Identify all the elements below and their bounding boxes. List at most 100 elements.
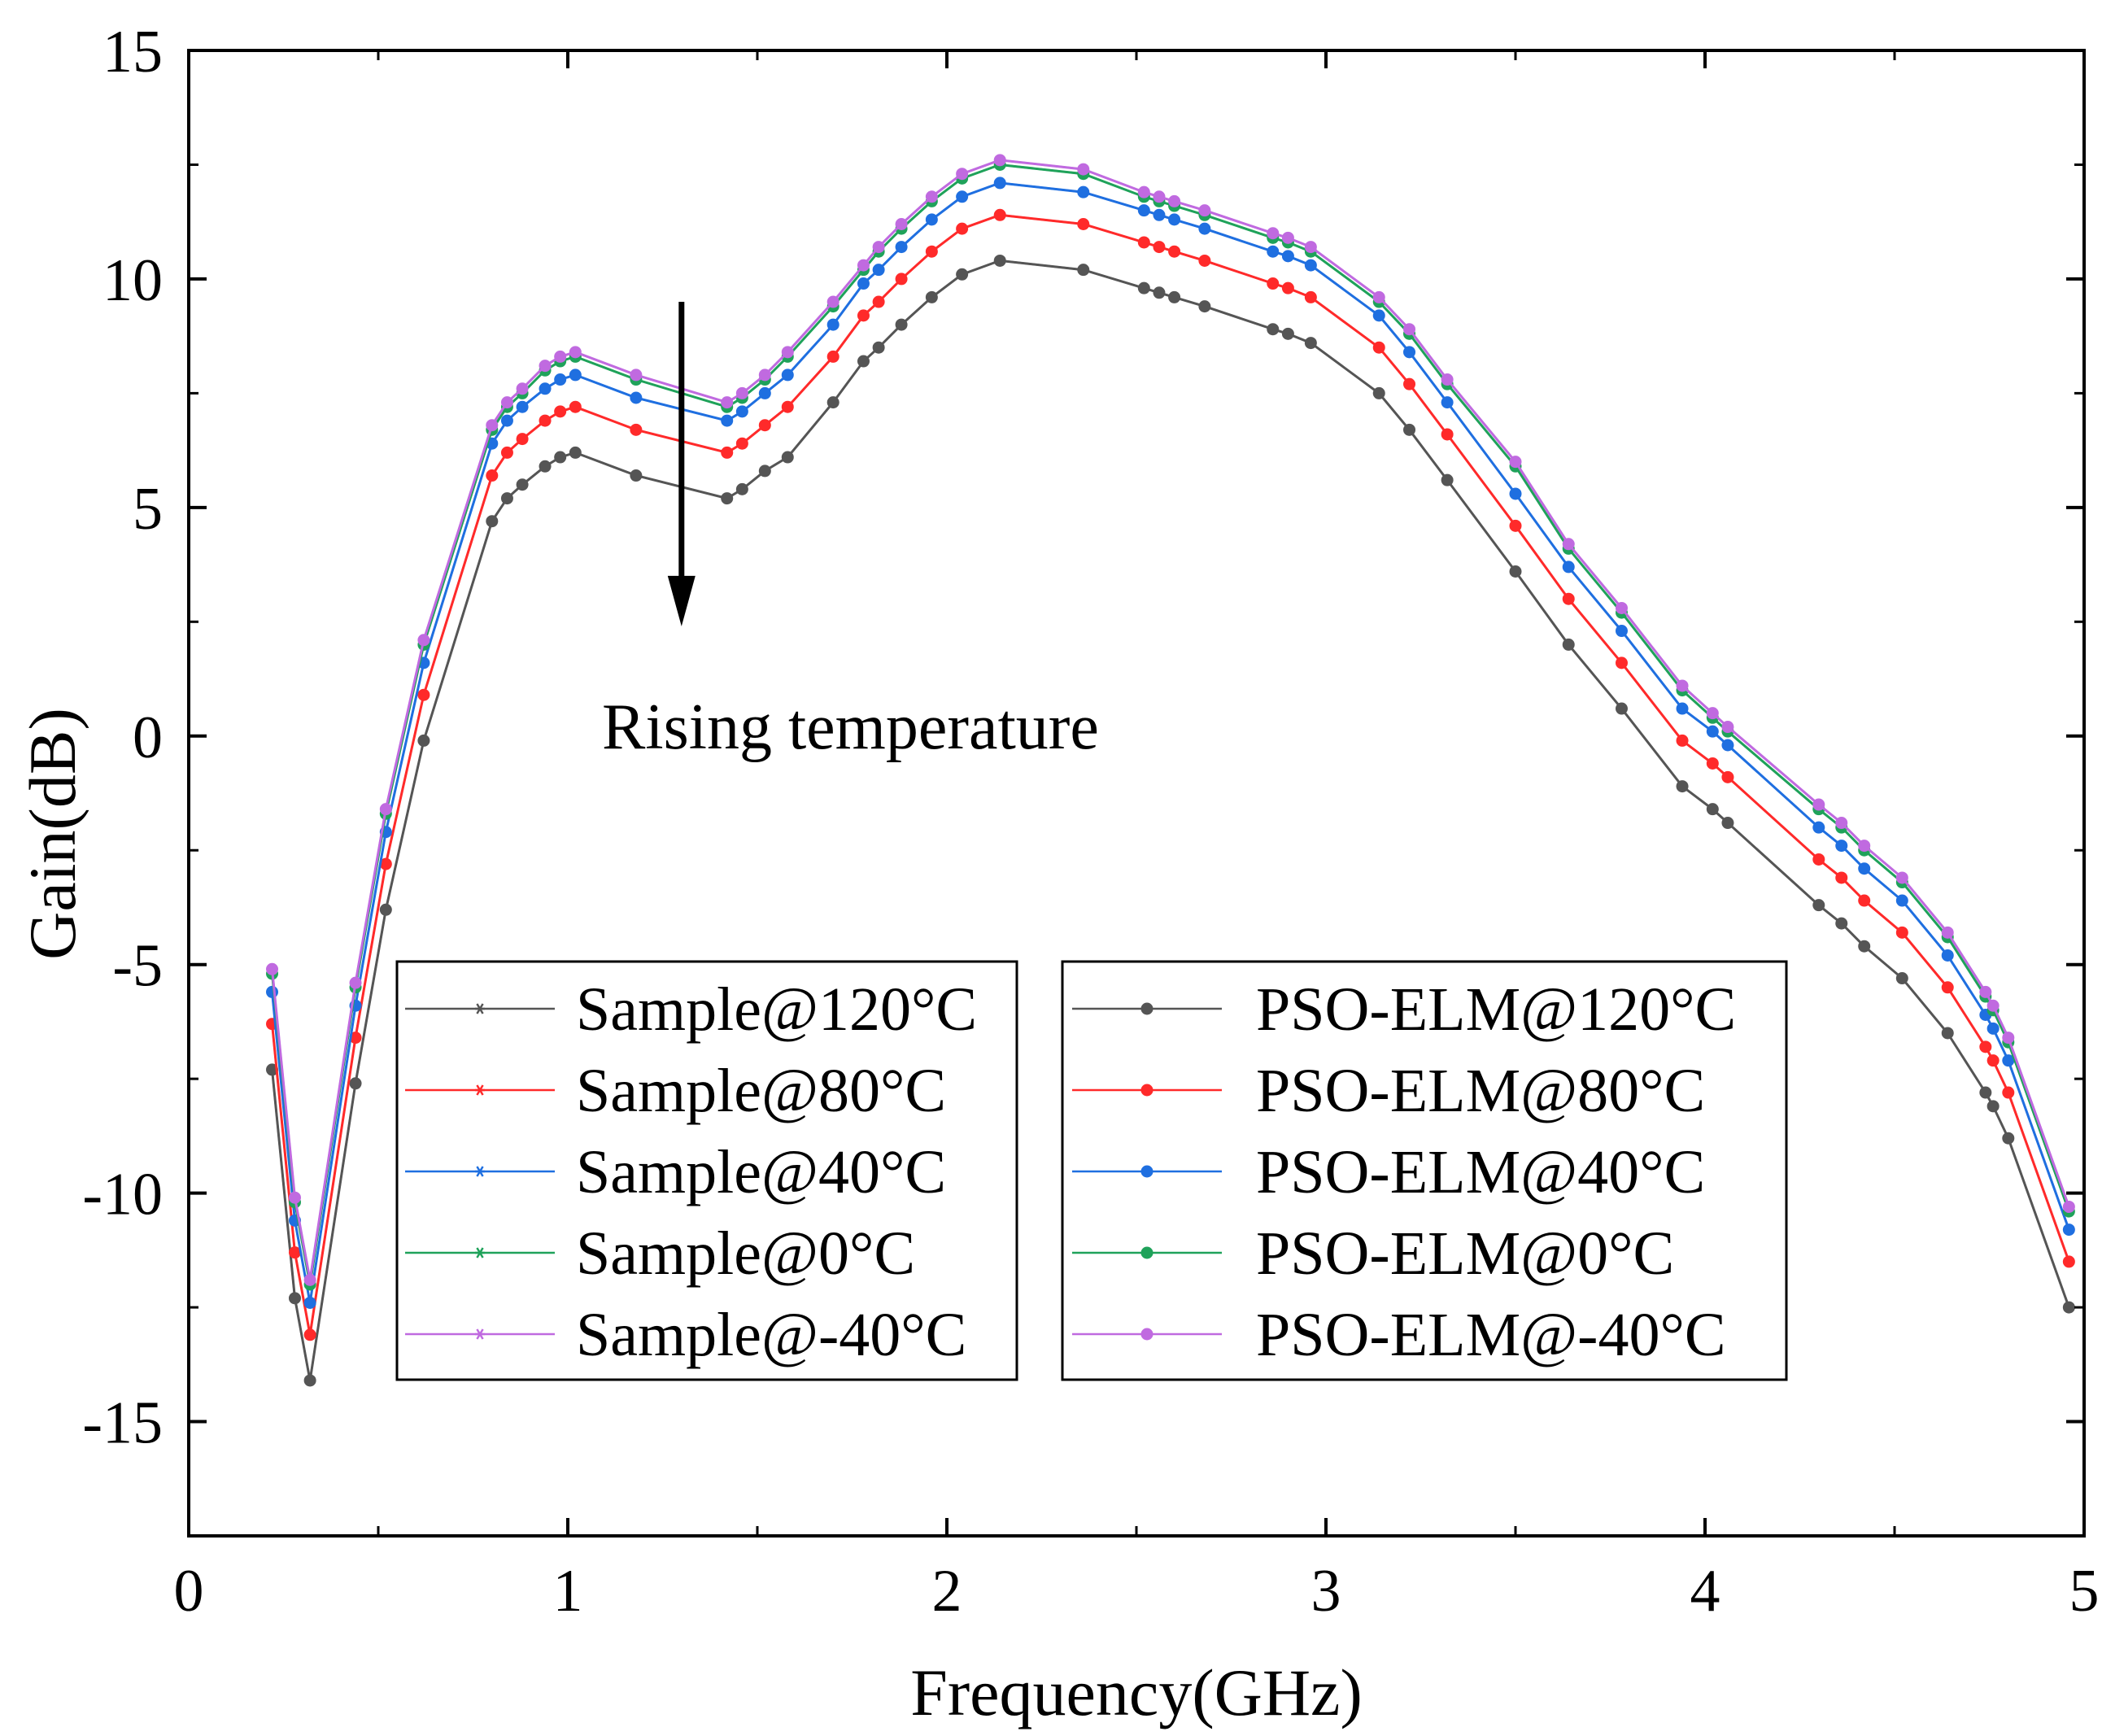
data-point [417,634,430,647]
data-point [1137,236,1150,249]
data-point [1835,817,1848,830]
data-point [2002,1032,2015,1045]
data-point [1941,949,1954,962]
data-point [2002,1054,2015,1067]
data-point [486,419,499,432]
legend-entry: PSO-ELM@80°C [1072,1057,1705,1125]
data-point [349,1077,362,1090]
data-point [1281,327,1294,340]
data-point [1267,323,1280,336]
data-point [781,369,794,382]
data-point [266,962,279,975]
data-point [1403,423,1416,436]
data-point [1562,560,1575,574]
data-point [349,976,362,989]
data-point [1706,707,1719,720]
data-point [1986,1054,2000,1067]
legend-marker [475,1328,485,1340]
data-point [895,273,908,286]
data-point [1304,241,1317,254]
data-point [1979,1040,1992,1053]
legend-label: PSO-ELM@120°C [1256,975,1736,1044]
legend-entry: PSO-ELM@120°C [1072,975,1736,1044]
data-point [1858,894,1871,907]
legend-entry: PSO-ELM@0°C [1072,1219,1674,1288]
data-point [539,360,552,373]
data-point [417,734,430,747]
data-point [379,803,392,816]
legend-label: PSO-ELM@80°C [1256,1057,1705,1125]
y-tick-label: -15 [82,1390,163,1457]
data-point [781,400,794,413]
data-point [1835,917,1848,930]
data-point [1986,999,2000,1012]
data-point [486,469,499,482]
legend-label: Sample@40°C [576,1138,946,1206]
data-point [872,341,885,354]
data-point [1858,862,1871,875]
x-tick-label: 3 [1311,1558,1341,1625]
data-point [1858,840,1871,853]
data-point [2062,1301,2075,1314]
data-point [1441,428,1454,441]
data-point [288,1292,301,1305]
data-point [956,168,969,181]
data-point [303,1273,316,1286]
legend-entry: Sample@120°C [405,975,977,1044]
data-point [1509,519,1522,532]
data-point [1281,231,1294,244]
data-point [1137,185,1150,198]
data-point [857,309,870,322]
data-point [1077,264,1090,277]
data-point [1267,227,1280,240]
data-point [630,469,643,482]
data-point [379,857,392,870]
data-point [1509,456,1522,469]
data-point [956,190,969,203]
data-point [758,369,771,382]
data-point [569,400,582,413]
data-point [721,446,734,459]
data-point [1372,290,1385,303]
data-point [758,386,771,399]
series-layer [266,154,2075,1387]
data-point [1706,725,1719,738]
pso-elm-series-9 [266,154,2075,1286]
data-point [554,451,567,464]
axes-layer: 0 1 2 3 4 5 15 10 5 0 -5 -10 -15 [82,19,2099,1625]
data-point [349,1032,362,1045]
data-point [1615,702,1628,715]
data-point [516,478,529,491]
pso-elm-series-6 [266,208,2075,1341]
data-point [569,369,582,382]
data-point [721,396,734,409]
data-point [1812,798,1825,811]
data-point [1403,323,1416,336]
data-point [735,482,748,495]
data-point [1676,702,1689,715]
data-point [539,460,552,473]
data-point [1168,213,1181,226]
data-point [1895,894,1908,907]
data-point [486,515,499,528]
legend-label: Sample@80°C [576,1057,946,1125]
data-point [993,208,1006,221]
data-point [2062,1200,2075,1213]
data-point [1137,204,1150,217]
data-point [1281,250,1294,263]
data-point [1441,373,1454,386]
data-point [993,177,1006,190]
data-point [303,1374,316,1387]
x-axis-title: Frequency(GHz) [910,1655,1363,1729]
data-point [1198,254,1211,267]
data-point [1137,281,1150,294]
data-point [1304,259,1317,272]
data-point [539,414,552,427]
data-point [1441,473,1454,486]
data-point [1562,538,1575,551]
y-axis-title: Gain(dB) [15,708,89,960]
data-point [288,1191,301,1204]
data-point [2062,1255,2075,1268]
rising-temperature-label: Rising temperature [602,691,1099,763]
